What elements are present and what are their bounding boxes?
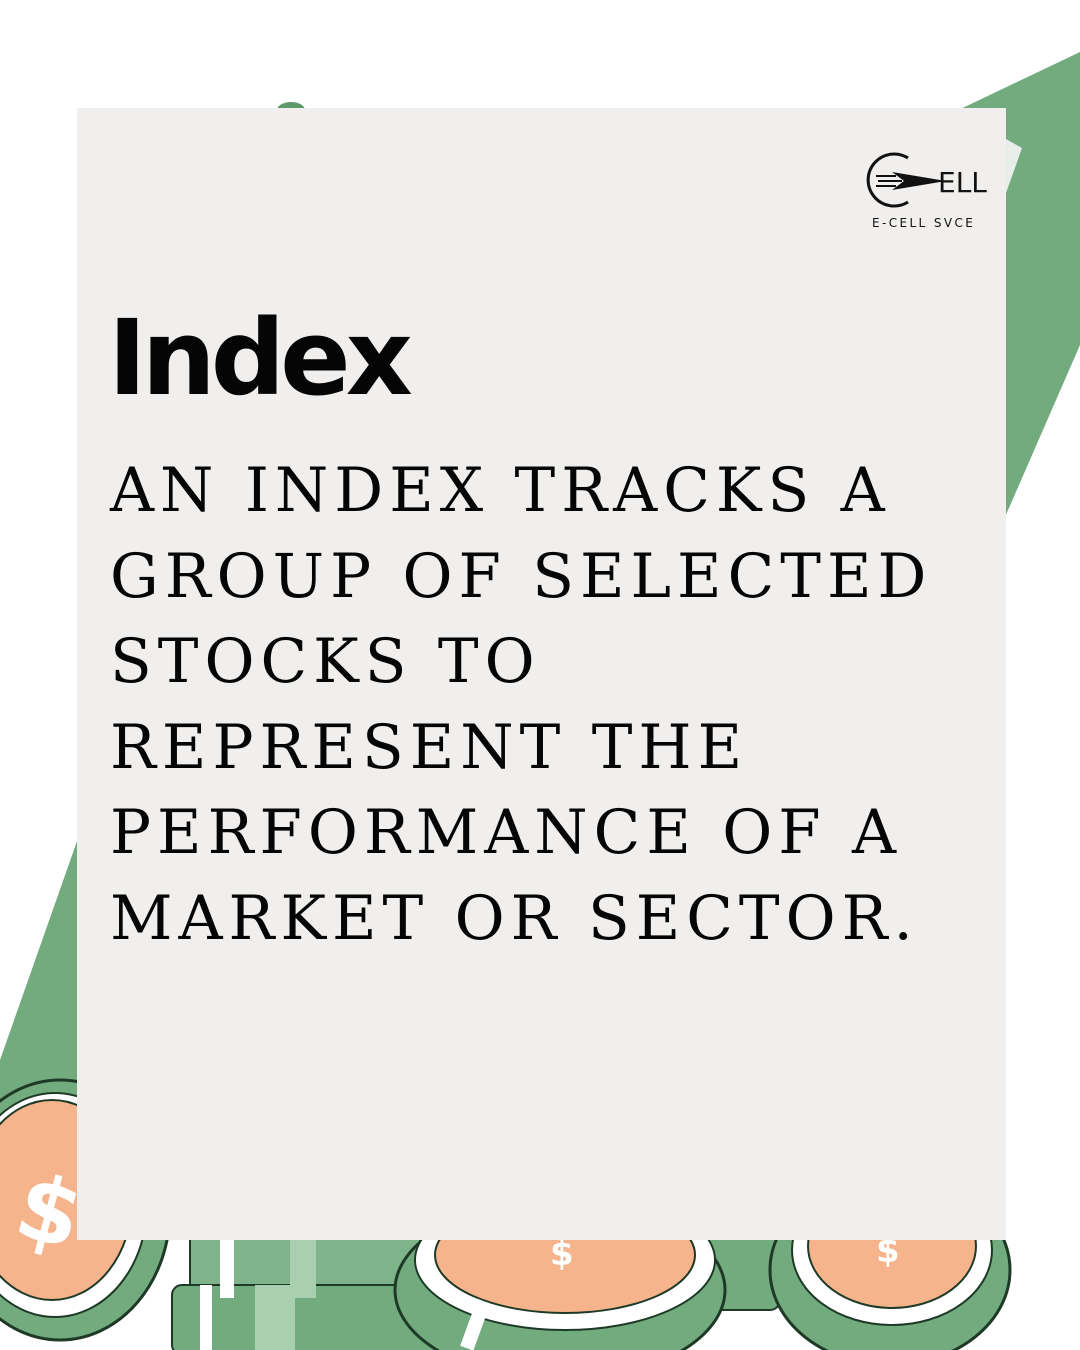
svg-text:$: $ [550,1234,574,1274]
logo-caption: E-CELL SVCE [872,216,976,230]
definition-line: REPRESENT THE [110,711,749,783]
page-title: Index [108,297,413,419]
content-card [77,108,1006,1240]
logo-text: ELL [938,166,987,199]
svg-text:$: $ [876,1231,900,1271]
definition-text: AN INDEX TRACKS A GROUP OF SELECTED STOC… [110,448,990,961]
definition-line: MARKET OR SECTOR. [110,882,919,954]
definition-line: GROUP OF SELECTED [110,540,933,612]
definition-line: STOCKS TO [110,626,541,697]
arrow-logo-icon: ELL [866,152,987,208]
definition-line: AN INDEX TRACKS A [110,455,891,526]
ecell-logo: ELL E-CELL SVCE [862,150,994,240]
definition-line: PERFORMANCE OF A [110,797,903,868]
